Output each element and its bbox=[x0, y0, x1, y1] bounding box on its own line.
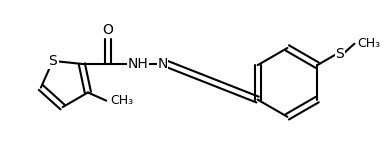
Text: S: S bbox=[335, 47, 344, 61]
Text: CH₃: CH₃ bbox=[110, 94, 133, 107]
Text: O: O bbox=[103, 24, 114, 37]
Text: NH: NH bbox=[127, 57, 148, 71]
Text: CH₃: CH₃ bbox=[357, 37, 380, 50]
Text: N: N bbox=[157, 57, 168, 71]
Text: S: S bbox=[48, 54, 57, 68]
